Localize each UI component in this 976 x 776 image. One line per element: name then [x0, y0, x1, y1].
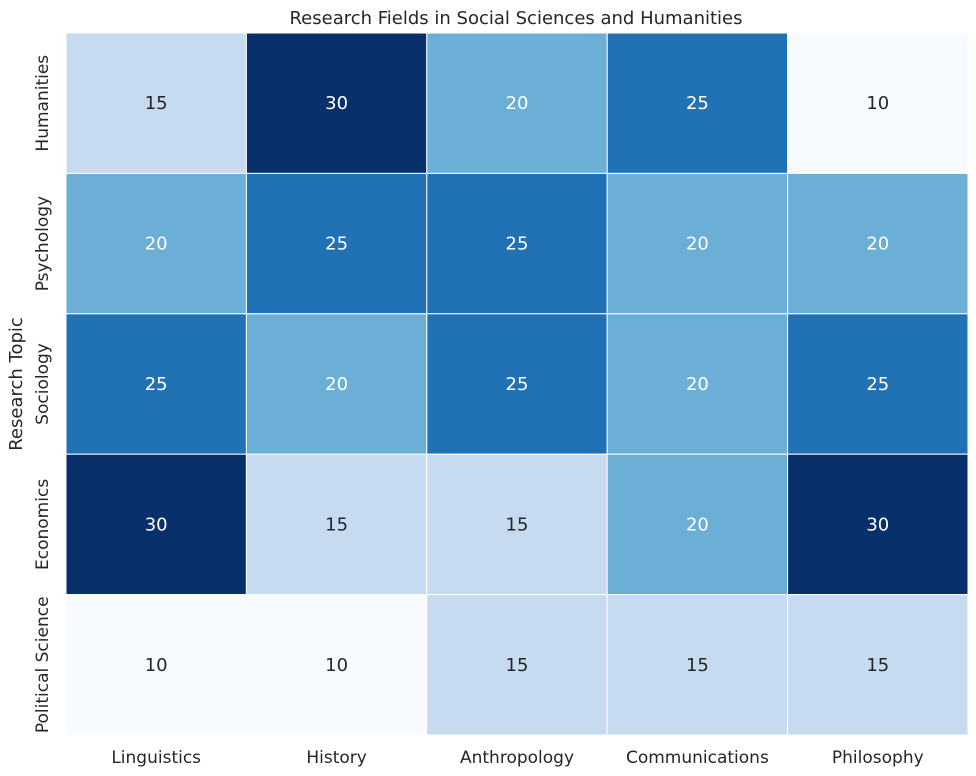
x-tick-label-anthropology: Anthropology: [460, 748, 574, 768]
x-tick-label-philosophy: Philosophy: [832, 748, 924, 768]
heatmap-cell-psychology-linguistics: [65, 172, 247, 315]
heatmap-cell-sociology-philosophy: [787, 313, 969, 455]
cell-value-label: 25: [506, 234, 529, 255]
cell-value-label: 10: [866, 93, 889, 114]
heatmap-cell-political-science-linguistics: [65, 594, 247, 736]
x-tick-label-linguistics: Linguistics: [111, 748, 201, 768]
heatmap-cell-economics-linguistics: [65, 453, 247, 596]
cell-value-label: 30: [325, 93, 348, 114]
cell-value-label: 20: [506, 93, 529, 114]
heatmap-cell-political-science-anthropology: [426, 594, 608, 736]
heatmap-cell-political-science-philosophy: [787, 594, 969, 736]
cell-value-label: 20: [866, 234, 889, 255]
y-tick-label-political-science: Political Science: [33, 596, 53, 733]
cell-value-label: 15: [866, 655, 889, 676]
cell-value-label: 25: [506, 374, 529, 395]
heatmap-cell-sociology-history: [245, 313, 428, 455]
cell-value-label: 15: [506, 655, 529, 676]
y-tick-label-economics: Economics: [33, 479, 53, 570]
heatmap-cell-economics-anthropology: [426, 453, 608, 596]
heatmap-cell-economics-philosophy: [787, 453, 969, 596]
heatmap-cell-economics-history: [245, 453, 428, 596]
y-axis-label: Research Topic: [6, 317, 27, 451]
heatmap-cell-economics-communications: [606, 453, 789, 596]
cell-value-label: 30: [145, 514, 168, 535]
cell-value-label: 25: [686, 93, 709, 114]
cell-value-label: 20: [686, 234, 709, 255]
x-tick-label-communications: Communications: [626, 748, 769, 768]
heatmap-cell-political-science-history: [245, 594, 428, 736]
cell-value-label: 15: [145, 93, 168, 114]
cell-value-label: 15: [325, 514, 348, 535]
cell-value-label: 20: [686, 374, 709, 395]
heatmap-cell-humanities-philosophy: [787, 32, 969, 174]
cell-value-label: 10: [325, 655, 348, 676]
heatmap-cell-psychology-history: [245, 172, 428, 315]
heatmap-cell-psychology-philosophy: [787, 172, 969, 315]
heatmap-cell-humanities-communications: [606, 32, 789, 174]
heatmap-cell-sociology-communications: [606, 313, 789, 455]
cell-value-label: 20: [145, 234, 168, 255]
cell-value-label: 15: [686, 655, 709, 676]
x-tick-label-history: History: [306, 748, 366, 768]
heatmap-cell-humanities-linguistics: [65, 32, 247, 174]
cell-value-label: 20: [325, 374, 348, 395]
cell-value-label: 25: [866, 374, 889, 395]
cell-value-label: 25: [145, 374, 168, 395]
heatmap-cell-humanities-anthropology: [426, 32, 608, 174]
chart-title: Research Fields in Social Sciences and H…: [289, 8, 742, 29]
x-tick-labels: Linguistics History Anthropology Communicat…: [111, 748, 923, 768]
cell-value-label: 30: [866, 514, 889, 535]
y-tick-label-humanities: Humanities: [33, 55, 53, 152]
y-tick-label-psychology: Psychology: [33, 196, 53, 291]
heatmap-cell-humanities-history: [245, 32, 428, 174]
cell-value-label: 20: [686, 514, 709, 535]
heatmap-cells: 15 30 20 25 10 20 25 25 20 20 25 20 25 20 25 30 15 15 20 30…: [65, 32, 969, 736]
y-tick-labels: Humanities Psychology Sociology Economics Po…: [33, 55, 53, 733]
cell-value-label: 25: [325, 234, 348, 255]
y-tick-label-sociology: Sociology: [33, 343, 53, 425]
heatmap-cell-sociology-anthropology: [426, 313, 608, 455]
cell-value-label: 15: [506, 514, 529, 535]
heatmap-cell-psychology-anthropology: [426, 172, 608, 315]
cell-value-label: 10: [145, 655, 168, 676]
